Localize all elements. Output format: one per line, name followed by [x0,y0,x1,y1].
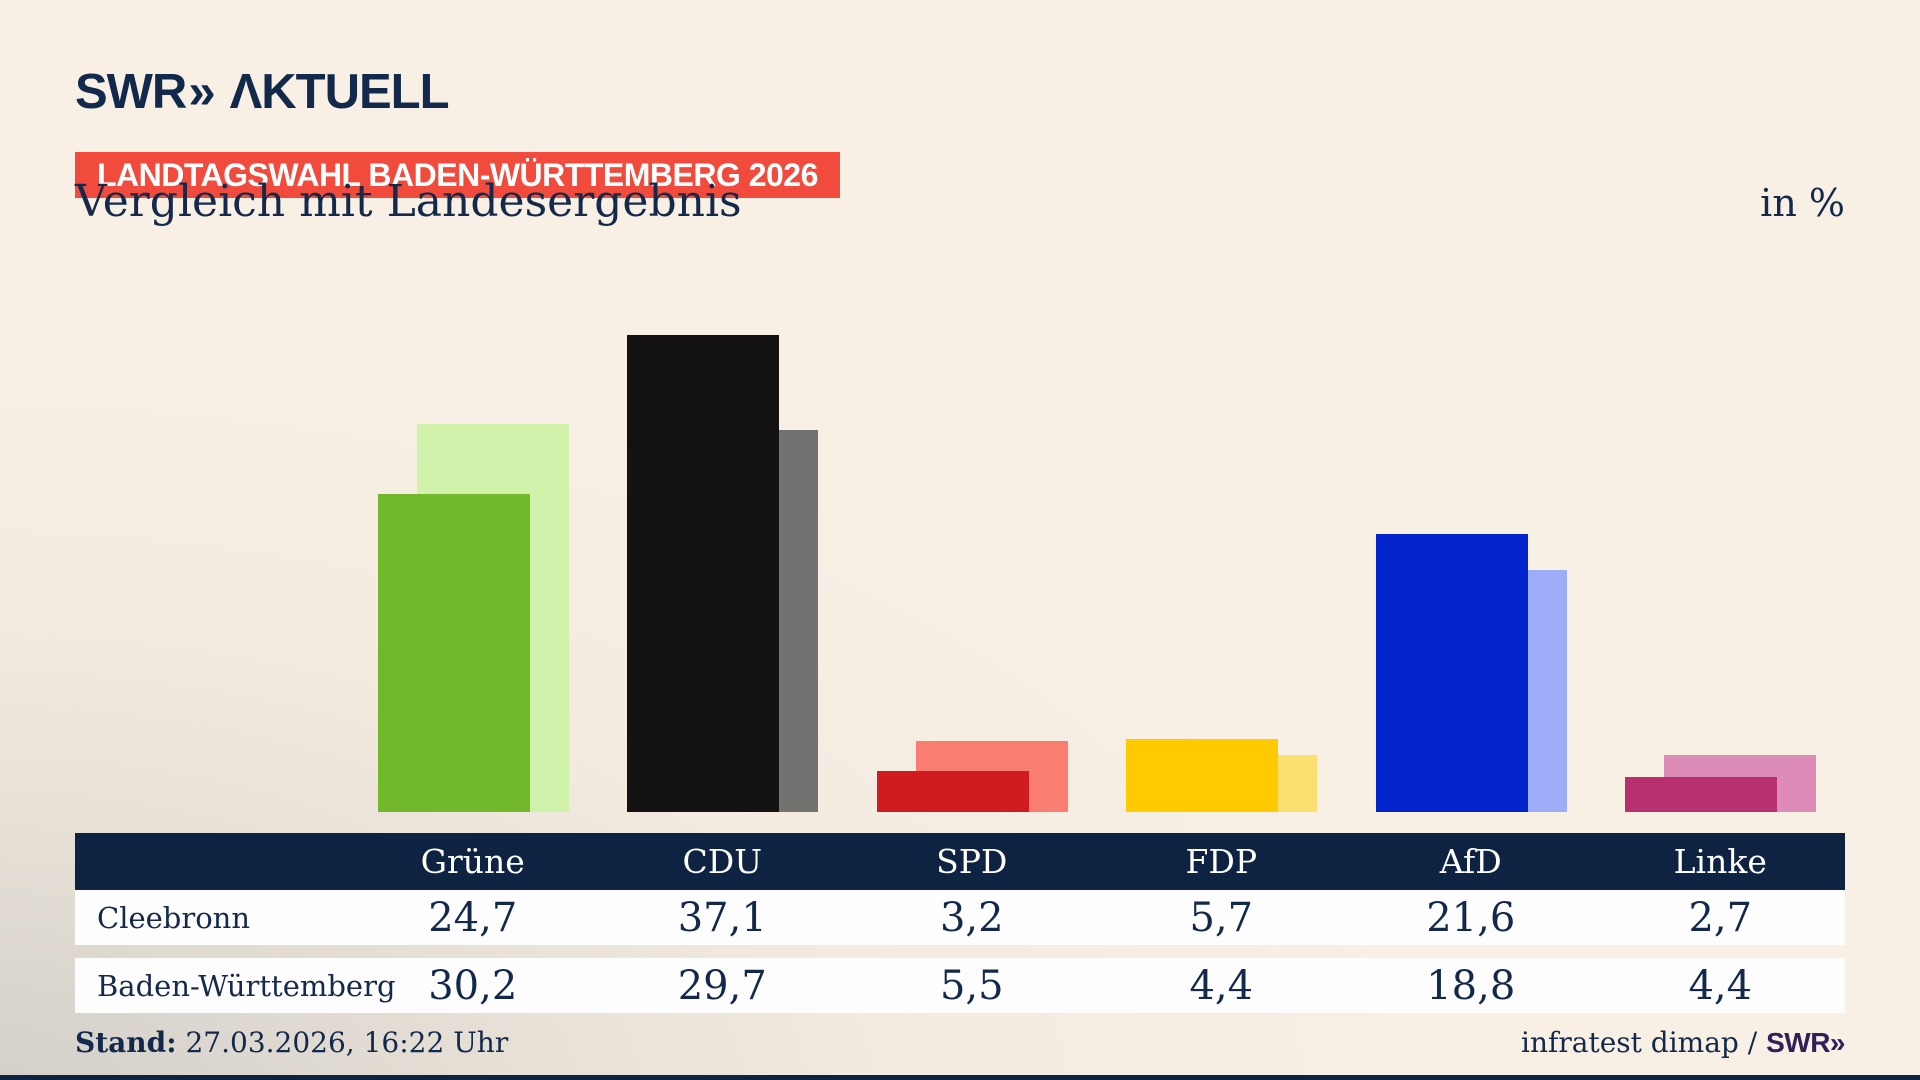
table-header-grune: Grüne [420,842,525,881]
timestamp: Stand: 27.03.2026, 16:22 Uhr [75,1026,508,1059]
cell-baden-wurttemberg-spd: 5,5 [939,962,1004,1009]
cell-cleebronn-cdu: 37,1 [677,894,767,941]
bar-linke-cleebronn [1625,777,1778,812]
table-header-cdu: CDU [682,842,763,881]
cell-baden-wurttemberg-grune: 30,2 [428,962,518,1009]
cell-cleebronn-linke: 2,7 [1688,894,1753,941]
cell-baden-wurttemberg-fdp: 4,4 [1189,962,1254,1009]
table-header-spd: SPD [936,842,1008,881]
bar-cdu-cleebronn [627,335,780,812]
unit-label: in % [1760,181,1845,225]
cell-cleebronn-fdp: 5,7 [1189,894,1254,941]
cell-baden-wurttemberg-afd: 18,8 [1426,962,1516,1009]
footer: Stand: 27.03.2026, 16:22 Uhr infratest d… [75,1026,1846,1059]
table-header-fdp: FDP [1185,842,1258,881]
bar-grune-cleebronn [377,494,530,812]
source-text: infratest dimap / [1521,1026,1767,1059]
chevrons-icon: » [188,65,216,119]
title-row: Vergleich mit Landesergebnis in % [75,176,1845,227]
table-header-row: Grüne CDU SPD FDP AfD Linke [75,833,1845,890]
footer-swr-logo: SWR» [1766,1027,1845,1058]
cell-cleebronn-afd: 21,6 [1426,894,1516,941]
cell-cleebronn-grune: 24,7 [428,894,518,941]
page-title: Vergleich mit Landesergebnis [75,176,742,227]
cell-baden-wurttemberg-cdu: 29,7 [677,962,767,1009]
table-row-cleebronn: Cleebronn 24,7 37,1 3,2 5,7 21,6 2,7 [75,890,1845,945]
bottom-accent-strip [0,1075,1920,1080]
election-banner: LANDTAGSWAHL BADEN-WÜRTTEMBERG 2026 [75,152,840,198]
bar-afd-cleebronn [1375,534,1528,812]
row-label-baden-wurttemberg: Baden-Württemberg [97,968,396,1003]
bar-fdp-cleebronn [1126,739,1279,812]
row-label-cleebronn: Cleebronn [97,900,251,935]
timestamp-label: Stand: [75,1026,177,1059]
cell-cleebronn-spd: 3,2 [939,894,1004,941]
source-credit: infratest dimap / SWR» [1521,1026,1845,1059]
results-table: Grüne CDU SPD FDP AfD Linke Cleebronn 24,7 37,1 3… [75,833,1845,1013]
timestamp-value: 27.03.2026, 16:22 Uhr [176,1026,509,1059]
election-banner-label: LANDTAGSWAHL BADEN-WÜRTTEMBERG 2026 [97,157,818,193]
swr-aktuell-logo: SWR» ΛKTUELL [75,64,450,120]
table-row-baden-wurttemberg: Baden-Württemberg 30,2 29,7 5,5 4,4 18,8 4,4 [75,958,1845,1013]
bar-spd-cleebronn [876,771,1029,812]
cell-baden-wurttemberg-linke: 4,4 [1688,962,1753,1009]
table-header-afd: AfD [1439,842,1502,881]
logo-aktuell-text: ΛKTUELL [229,65,450,119]
footer-chevrons-icon: » [1829,1027,1846,1058]
footer-swr-text: SWR [1766,1027,1830,1058]
table-header-linke: Linke [1673,842,1767,881]
logo-swr-text: SWR [75,65,187,119]
